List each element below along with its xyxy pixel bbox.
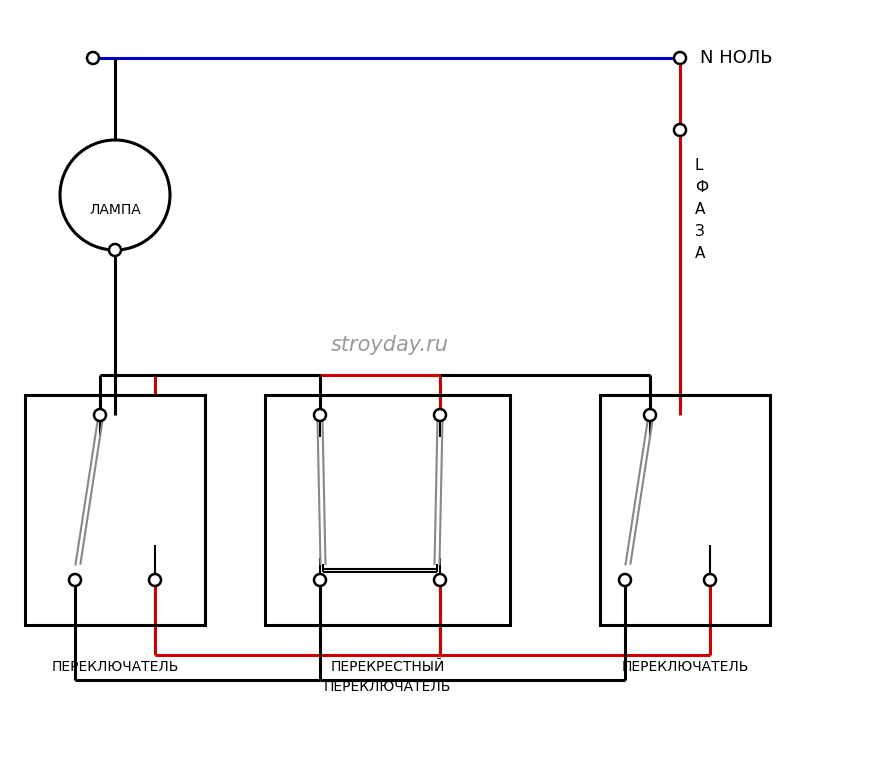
Circle shape — [94, 409, 106, 421]
Text: N НОЛЬ: N НОЛЬ — [700, 49, 773, 67]
Circle shape — [644, 409, 656, 421]
Circle shape — [314, 574, 326, 586]
Circle shape — [674, 52, 686, 64]
Bar — [25, 395, 205, 625]
Text: ПЕРЕКЛЮЧАТЕЛЬ: ПЕРЕКЛЮЧАТЕЛЬ — [324, 680, 451, 694]
Text: ПЕРЕКЛЮЧАТЕЛЬ: ПЕРЕКЛЮЧАТЕЛЬ — [51, 660, 179, 674]
Circle shape — [87, 52, 99, 64]
Bar — [600, 395, 770, 625]
Text: ЛАМПА: ЛАМПА — [89, 203, 141, 217]
Bar — [265, 395, 510, 625]
Circle shape — [60, 140, 170, 250]
Text: А: А — [695, 246, 706, 260]
Circle shape — [69, 574, 81, 586]
Circle shape — [314, 409, 326, 421]
Text: А: А — [695, 201, 706, 217]
Circle shape — [109, 244, 121, 256]
Circle shape — [434, 574, 446, 586]
Text: ПЕРЕКЛЮЧАТЕЛЬ: ПЕРЕКЛЮЧАТЕЛЬ — [621, 660, 749, 674]
Circle shape — [149, 574, 161, 586]
Text: ПЕРЕКРЕСТНЫЙ: ПЕРЕКРЕСТНЫЙ — [330, 660, 444, 674]
Text: Ф: Ф — [695, 180, 708, 194]
Circle shape — [704, 574, 716, 586]
Text: stroyday.ru: stroyday.ru — [331, 335, 449, 355]
Circle shape — [674, 124, 686, 136]
Circle shape — [434, 409, 446, 421]
Circle shape — [619, 574, 631, 586]
Text: L: L — [695, 157, 703, 173]
Text: З: З — [695, 223, 705, 239]
